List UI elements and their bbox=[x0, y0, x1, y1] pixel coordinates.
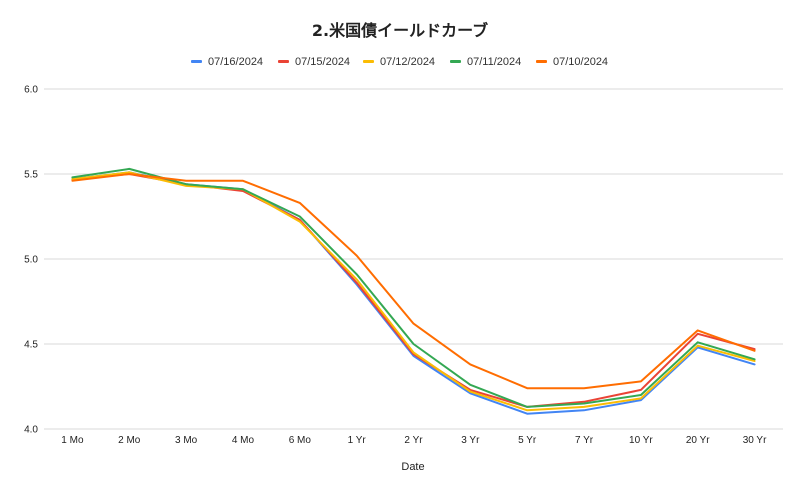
series-line-5 bbox=[71, 173, 756, 390]
legend-label: 07/12/2024 bbox=[380, 56, 435, 68]
x-axis-ticks: 1 Mo 2 Mo 3 Mo 4 Mo 6 Mo 1 Yr 2 Yr 3 Yr 5 Yr 7 Yr… bbox=[61, 435, 767, 446]
legend: 07/16/2024 07/15/2024 07/12/2024 07/11/2024… bbox=[191, 56, 608, 68]
x-tick-label: 30 Yr bbox=[743, 435, 767, 446]
x-tick-label: 3 Mo bbox=[175, 435, 198, 446]
series-line-4 bbox=[71, 167, 756, 408]
series-line-3 bbox=[71, 171, 756, 412]
y-tick-label: 5.0 bbox=[24, 255, 38, 266]
legend-label: 07/16/2024 bbox=[208, 56, 263, 68]
x-tick-label: 5 Yr bbox=[518, 435, 537, 446]
legend-label: 07/11/2024 bbox=[467, 56, 521, 68]
x-tick-label: 4 Mo bbox=[232, 435, 255, 446]
legend-swatch bbox=[450, 60, 461, 63]
x-axis-title: Date bbox=[401, 461, 424, 473]
legend-swatch bbox=[536, 60, 547, 63]
y-tick-label: 4.0 bbox=[24, 425, 38, 436]
chart-title: 2.米国債イールドカーブ bbox=[312, 21, 488, 40]
x-tick-label: 3 Yr bbox=[461, 435, 480, 446]
series-lines bbox=[71, 167, 756, 415]
x-tick-label: 1 Yr bbox=[348, 435, 367, 446]
legend-label: 07/15/2024 bbox=[295, 56, 350, 68]
legend-swatch bbox=[363, 60, 374, 63]
legend-swatch bbox=[278, 60, 289, 63]
x-tick-label: 2 Yr bbox=[404, 435, 423, 446]
gridlines bbox=[44, 88, 783, 430]
y-tick-label: 4.5 bbox=[24, 340, 38, 351]
y-tick-label: 5.5 bbox=[24, 170, 38, 181]
x-tick-label: 10 Yr bbox=[629, 435, 653, 446]
y-tick-label: 6.0 bbox=[24, 85, 38, 96]
x-tick-label: 1 Mo bbox=[61, 435, 84, 446]
x-tick-label: 20 Yr bbox=[686, 435, 710, 446]
legend-swatch bbox=[191, 60, 202, 63]
legend-label: 07/10/2024 bbox=[553, 56, 608, 68]
y-axis-ticks: 4.0 4.5 5.0 5.5 6.0 bbox=[24, 85, 38, 436]
x-tick-label: 7 Yr bbox=[575, 435, 594, 446]
x-tick-label: 6 Mo bbox=[289, 435, 312, 446]
x-tick-label: 2 Mo bbox=[118, 435, 141, 446]
